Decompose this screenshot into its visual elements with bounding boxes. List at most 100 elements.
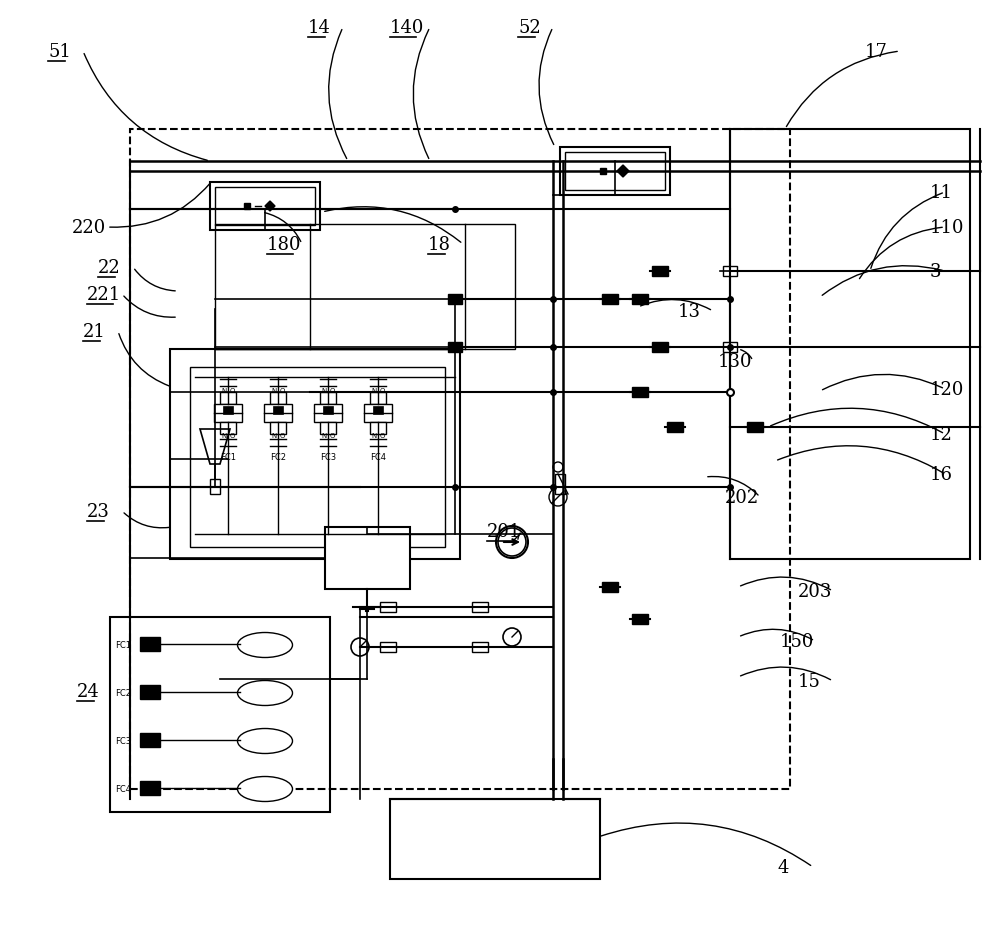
Text: 14: 14 — [308, 19, 331, 37]
Bar — [210, 183, 320, 231]
Text: 3: 3 — [930, 263, 942, 280]
Bar — [364, 405, 392, 422]
Text: 13: 13 — [678, 303, 701, 321]
Bar — [140, 781, 160, 795]
Bar — [140, 638, 160, 651]
Bar — [170, 350, 460, 560]
Text: 15: 15 — [798, 672, 821, 690]
Text: O: O — [280, 388, 285, 393]
Bar — [723, 266, 737, 277]
Text: 221: 221 — [87, 286, 121, 303]
Ellipse shape — [238, 633, 293, 658]
Text: 130: 130 — [718, 353, 753, 370]
Bar — [652, 342, 668, 353]
Text: O: O — [380, 388, 385, 393]
Text: N: N — [321, 432, 326, 439]
Text: 4: 4 — [778, 858, 789, 876]
Text: N: N — [371, 388, 376, 393]
Bar — [602, 295, 618, 304]
Bar — [264, 405, 292, 422]
Bar — [370, 393, 386, 405]
Text: O: O — [280, 432, 285, 439]
Text: 12: 12 — [930, 426, 953, 444]
Text: O: O — [380, 432, 385, 439]
Text: 140: 140 — [390, 19, 424, 37]
Bar — [472, 642, 488, 652]
Text: N: N — [221, 388, 226, 393]
Text: 201: 201 — [487, 522, 521, 540]
Text: FC1: FC1 — [220, 452, 236, 461]
Ellipse shape — [238, 777, 293, 802]
Bar — [448, 295, 462, 304]
Bar — [652, 266, 668, 277]
Text: 203: 203 — [798, 583, 832, 600]
Bar — [220, 393, 236, 405]
Bar — [215, 225, 515, 350]
Bar — [215, 187, 315, 226]
Bar — [210, 480, 220, 495]
Text: 51: 51 — [48, 43, 71, 61]
Text: 16: 16 — [930, 466, 953, 483]
Bar — [747, 422, 763, 432]
Text: N: N — [371, 432, 376, 439]
Bar — [270, 422, 286, 434]
Bar — [130, 130, 790, 789]
Text: 24: 24 — [77, 682, 100, 701]
Text: N: N — [321, 388, 326, 393]
Text: 180: 180 — [267, 236, 302, 253]
Bar — [667, 422, 683, 432]
Bar — [220, 422, 236, 434]
Bar — [110, 617, 330, 812]
Bar — [472, 602, 488, 612]
Bar — [602, 583, 618, 592]
Bar — [325, 527, 410, 589]
Bar — [555, 474, 565, 495]
Bar — [314, 405, 342, 422]
Text: FC2: FC2 — [270, 452, 286, 461]
Text: O: O — [330, 388, 335, 393]
Text: 220: 220 — [72, 219, 106, 237]
Text: FC4: FC4 — [115, 785, 131, 793]
Bar — [270, 393, 286, 405]
Text: FC3: FC3 — [115, 737, 131, 746]
Bar — [632, 388, 648, 397]
Bar — [730, 130, 970, 560]
Bar — [320, 422, 336, 434]
Bar — [140, 685, 160, 699]
Text: 21: 21 — [83, 323, 106, 341]
Bar — [140, 733, 160, 747]
Bar — [273, 406, 283, 415]
Text: 11: 11 — [930, 184, 953, 201]
Bar — [373, 406, 383, 415]
Text: 52: 52 — [518, 19, 541, 37]
Bar — [632, 295, 648, 304]
Bar — [390, 799, 600, 879]
Ellipse shape — [238, 728, 293, 754]
Text: 18: 18 — [428, 236, 451, 253]
Bar — [214, 405, 242, 422]
Text: O: O — [330, 432, 335, 439]
Text: 120: 120 — [930, 380, 964, 398]
Polygon shape — [265, 201, 275, 212]
Text: FC4: FC4 — [370, 452, 386, 461]
Text: 110: 110 — [930, 219, 964, 237]
Polygon shape — [617, 166, 629, 178]
Bar — [223, 406, 233, 415]
Text: 202: 202 — [725, 488, 759, 507]
Text: N: N — [221, 432, 226, 439]
Text: 22: 22 — [98, 259, 121, 277]
Text: 17: 17 — [865, 43, 888, 61]
Text: 23: 23 — [87, 502, 110, 521]
Bar — [632, 614, 648, 625]
Bar — [380, 642, 396, 652]
Text: N: N — [271, 388, 276, 393]
Ellipse shape — [238, 681, 293, 705]
Text: N: N — [271, 432, 276, 439]
Text: 150: 150 — [780, 632, 814, 651]
Text: FC2: FC2 — [115, 689, 131, 698]
Bar — [320, 393, 336, 405]
Bar — [723, 342, 737, 353]
Bar — [448, 342, 462, 353]
Bar — [380, 602, 396, 612]
Text: O: O — [230, 388, 235, 393]
